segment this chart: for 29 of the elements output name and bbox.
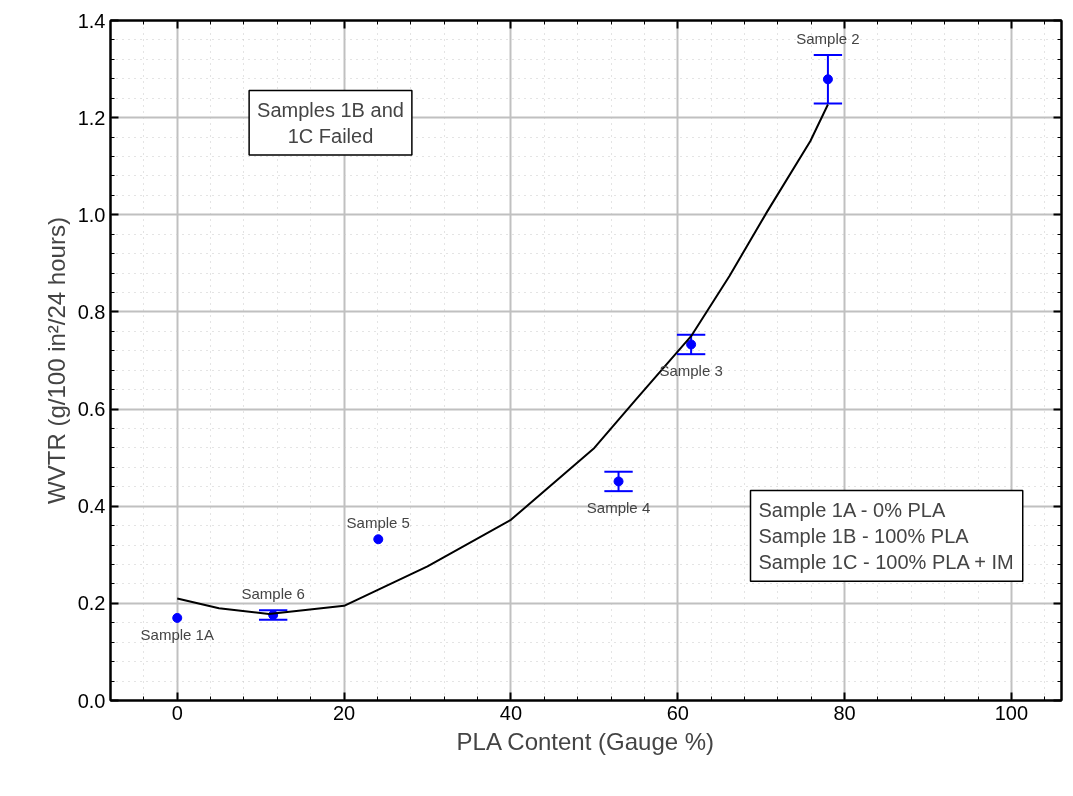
y-tick-label: 0.0 <box>77 689 106 712</box>
y-tick-label: 1.4 <box>77 9 106 32</box>
x-tick-label: 60 <box>666 701 689 724</box>
y-tick-label: 1.0 <box>77 203 106 226</box>
annotation: Sample 1A - 0% PLA Sample 1B - 100% PLA Sample 1C - 100% PLA + IM <box>758 498 1014 574</box>
y-tick-label: 0.4 <box>77 495 106 518</box>
point <box>373 534 384 545</box>
x-tick-label: 80 <box>833 701 856 724</box>
x-tick-label: 20 <box>332 701 356 724</box>
annotation: Sample 3 <box>659 362 723 380</box>
y-tick-label: 0.6 <box>77 398 106 421</box>
annotation: Sample 6 <box>241 585 305 603</box>
annotation: Samples 1B and 1C Failed <box>257 98 404 147</box>
y-tick-label: 0.8 <box>77 300 106 323</box>
x-tick-label: 0 <box>171 701 183 724</box>
x-tick-label: 100 <box>994 701 1029 724</box>
point <box>172 612 183 623</box>
y-tick-label: 1.2 <box>77 106 106 129</box>
y-axis-title: WVTR (g/100 in²/24 hours) <box>42 217 70 504</box>
annotation: Sample 4 <box>586 499 651 517</box>
y-tick-label: 0.2 <box>77 592 106 615</box>
x-tick-label: 40 <box>499 701 523 724</box>
point <box>686 339 697 350</box>
x-axis-title: PLA Content (Gauge %) <box>456 727 715 755</box>
point <box>613 476 624 487</box>
annotation: Sample 5 <box>346 514 410 532</box>
annotation: Sample 1A <box>140 625 214 643</box>
annotation: Sample 2 <box>796 29 860 47</box>
point <box>822 74 833 85</box>
